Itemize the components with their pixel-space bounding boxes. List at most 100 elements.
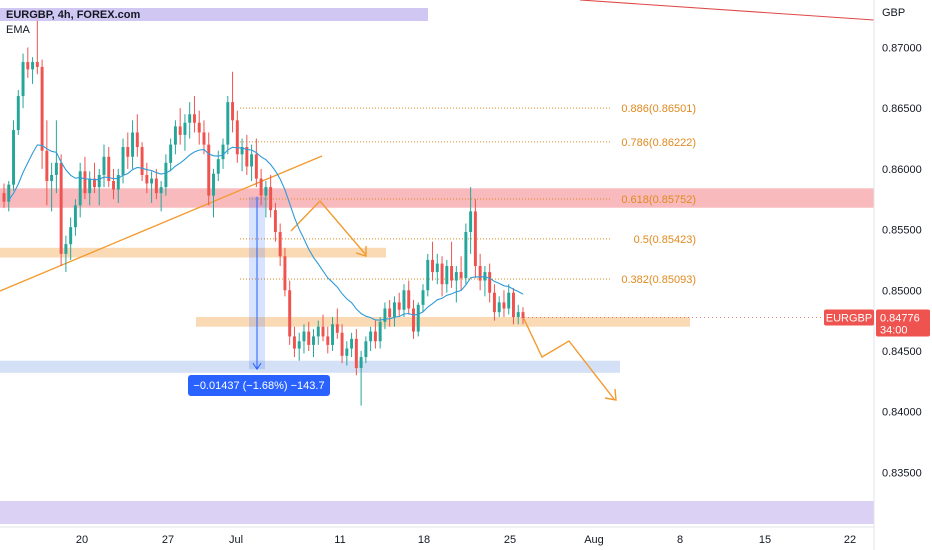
candle[interactable] (83, 156, 87, 200)
trendlines-layer[interactable] (0, 0, 875, 401)
candle[interactable] (259, 168, 263, 206)
candle[interactable] (192, 96, 196, 133)
candle[interactable] (116, 168, 120, 203)
candle[interactable] (297, 332, 301, 361)
candle[interactable] (292, 326, 296, 358)
candle[interactable] (392, 296, 396, 327)
candle[interactable] (450, 241, 454, 288)
projection-arrow-2[interactable] (523, 318, 615, 400)
candle[interactable] (497, 296, 501, 317)
candle[interactable] (469, 187, 473, 254)
candle[interactable] (388, 299, 392, 327)
candle[interactable] (221, 138, 225, 169)
candle[interactable] (26, 47, 30, 78)
candle[interactable] (397, 292, 401, 317)
candle[interactable] (331, 316, 335, 351)
candle[interactable] (169, 138, 173, 172)
candle[interactable] (354, 329, 358, 376)
price-range-measure[interactable]: −0.01437 (−1.68%) −143.7 (188, 196, 330, 396)
candle[interactable] (307, 321, 311, 351)
candle[interactable] (250, 144, 254, 182)
candle[interactable] (188, 102, 192, 139)
candle[interactable] (97, 168, 101, 206)
candle[interactable] (283, 247, 287, 297)
candle[interactable] (416, 302, 420, 337)
candle[interactable] (335, 308, 339, 339)
candle[interactable] (131, 120, 135, 169)
projection-arrow-1[interactable] (290, 199, 367, 256)
candle[interactable] (121, 138, 125, 184)
candle[interactable] (212, 168, 215, 218)
candle[interactable] (226, 96, 230, 155)
candle[interactable] (464, 223, 468, 285)
candle[interactable] (269, 174, 273, 218)
time-axis[interactable]: 20 27 Jul 11 18 25 Aug 8 15 22 (76, 534, 856, 546)
candle[interactable] (145, 162, 149, 194)
candle[interactable] (154, 168, 158, 200)
candle[interactable] (7, 181, 11, 212)
candle[interactable] (521, 307, 525, 325)
candle[interactable] (516, 304, 520, 325)
candle[interactable] (492, 284, 496, 321)
candle[interactable] (383, 302, 387, 330)
candle[interactable] (12, 120, 15, 191)
candle[interactable] (373, 320, 377, 349)
candle[interactable] (64, 235, 68, 273)
candle[interactable] (321, 314, 325, 342)
candle[interactable] (126, 132, 130, 169)
candle[interactable] (459, 256, 463, 291)
candle[interactable] (454, 266, 458, 303)
candle[interactable] (316, 320, 320, 345)
candle[interactable] (240, 138, 244, 172)
candle[interactable] (369, 326, 373, 351)
candle[interactable] (31, 57, 35, 84)
candle[interactable] (2, 183, 6, 208)
candle[interactable] (107, 147, 111, 188)
candle[interactable] (235, 110, 239, 163)
candle[interactable] (40, 59, 44, 169)
candle[interactable] (78, 162, 82, 218)
candle[interactable] (164, 154, 168, 196)
candle[interactable] (488, 263, 492, 303)
candle[interactable] (16, 89, 20, 135)
candle[interactable] (264, 181, 268, 218)
candle[interactable] (112, 168, 115, 200)
candle[interactable] (50, 162, 54, 212)
candle[interactable] (202, 120, 206, 155)
candle[interactable] (288, 280, 292, 345)
rising-trendline[interactable] (0, 155, 323, 292)
candle[interactable] (478, 253, 482, 291)
candle[interactable] (207, 132, 211, 206)
candle[interactable] (73, 199, 77, 236)
candle[interactable] (273, 202, 277, 242)
candle[interactable] (45, 120, 49, 206)
candle[interactable] (435, 253, 439, 285)
candle[interactable] (178, 108, 182, 145)
candle[interactable] (245, 134, 249, 175)
candle[interactable] (502, 290, 506, 317)
price-axis[interactable]: 0.87000 0.86500 0.86000 0.85500 0.85000 0.845… (882, 42, 922, 479)
candle[interactable] (473, 199, 477, 279)
candle[interactable] (445, 259, 449, 293)
candle[interactable] (102, 144, 106, 188)
candle[interactable] (88, 171, 92, 206)
candle[interactable] (440, 256, 444, 297)
candle[interactable] (359, 350, 363, 406)
red-trendline[interactable] (579, 0, 875, 21)
candles-layer[interactable] (2, 11, 525, 406)
candle[interactable] (183, 114, 187, 151)
candle[interactable] (140, 142, 144, 182)
candle[interactable] (231, 71, 235, 133)
candle[interactable] (426, 253, 430, 297)
candle[interactable] (35, 11, 39, 75)
candle[interactable] (21, 53, 25, 109)
candle[interactable] (421, 284, 425, 313)
candle[interactable] (512, 287, 515, 325)
candle[interactable] (326, 326, 330, 354)
candle[interactable] (402, 284, 406, 317)
candle[interactable] (59, 154, 63, 266)
candle[interactable] (254, 138, 258, 188)
fib-retracement[interactable]: 0.886(0.86501) 0.786(0.86222) 0.618(0.8575… (240, 103, 696, 286)
candle[interactable] (69, 217, 73, 260)
candle[interactable] (345, 341, 349, 366)
